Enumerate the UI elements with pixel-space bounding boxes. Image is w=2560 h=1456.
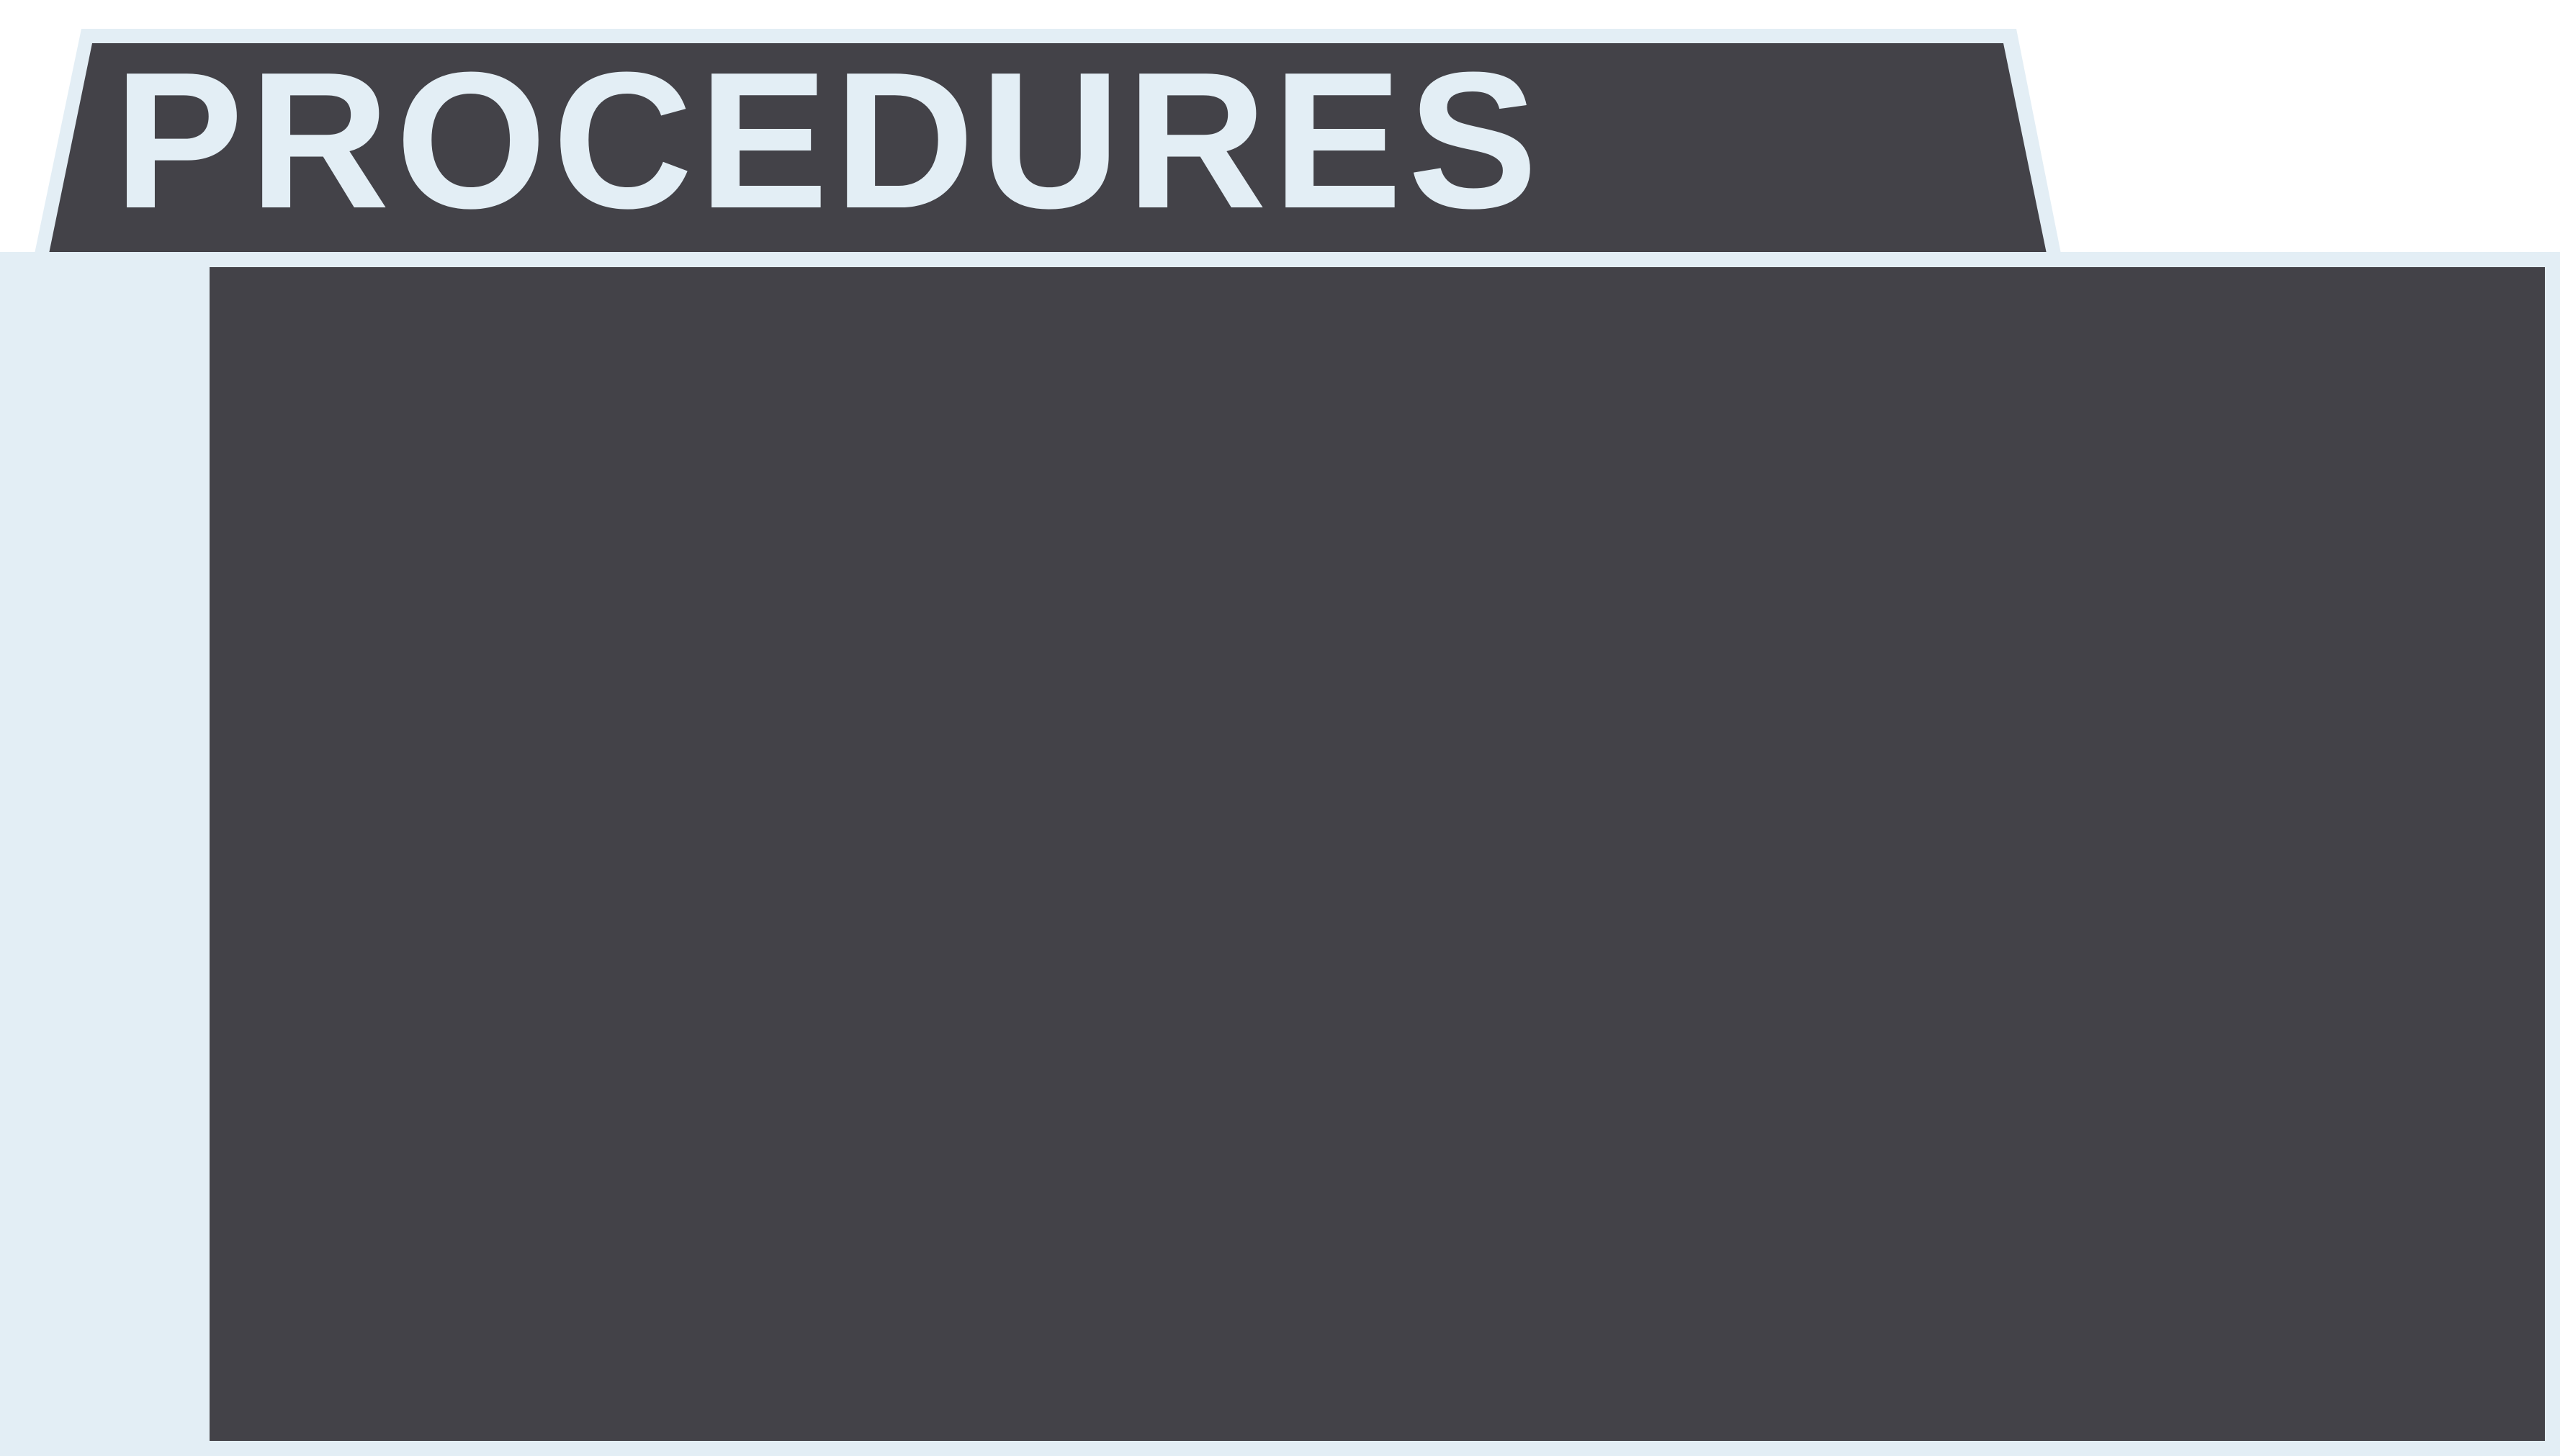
folder-tab: [49, 43, 2047, 253]
tab-title: PROCEDURES: [114, 32, 1544, 249]
tab-divider: [0, 252, 2560, 266]
content-panel: [210, 267, 2545, 1441]
